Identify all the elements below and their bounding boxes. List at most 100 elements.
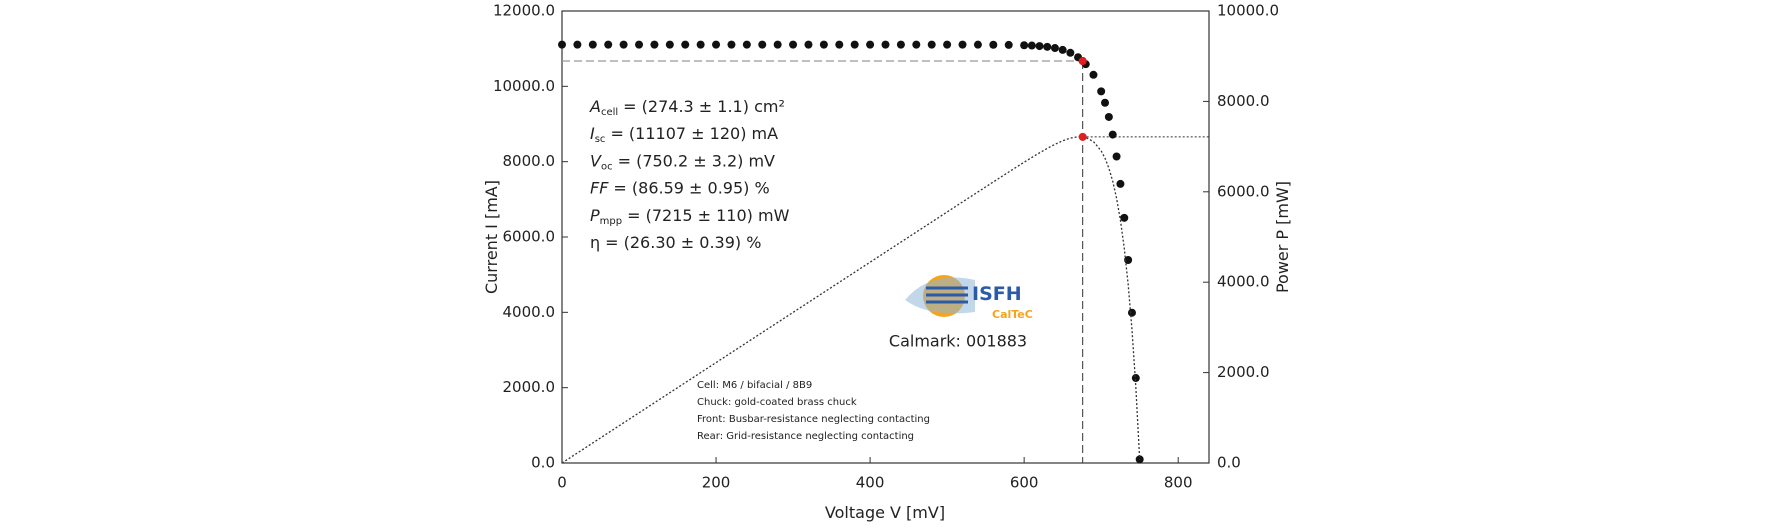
current-point xyxy=(835,40,844,49)
parameter-subscript: sc xyxy=(595,134,606,145)
logo: ISFH CalTeC xyxy=(905,275,1033,321)
y2-tick-label: 2000.0 xyxy=(1217,363,1270,381)
current-point xyxy=(1035,42,1044,51)
parameter-value: = (86.59 ± 0.95) % xyxy=(613,178,769,197)
y2-tick-label: 0.0 xyxy=(1217,454,1241,472)
current-point xyxy=(1101,98,1110,107)
x-axis-label: Voltage V [mV] xyxy=(825,503,945,522)
current-point xyxy=(727,40,736,49)
x-tick-label: 600 xyxy=(1010,474,1039,492)
current-point xyxy=(1050,44,1059,53)
x-tick-label: 200 xyxy=(702,474,731,492)
parameter-value: = (11107 ± 120) mA xyxy=(610,124,778,143)
parameter-value: = (7215 ± 110) mW xyxy=(627,205,789,224)
parameter: Isc = (11107 ± 120) mA xyxy=(590,124,778,146)
current-point xyxy=(804,40,813,49)
current-point xyxy=(1058,45,1067,54)
y-tick-label: 2000.0 xyxy=(503,378,556,396)
power-line xyxy=(561,136,1141,464)
current-point xyxy=(896,40,905,49)
current-point xyxy=(1020,41,1029,50)
parameter-symbol: FF xyxy=(590,178,609,197)
current-point xyxy=(973,40,982,49)
y-tick-label: 8000.0 xyxy=(503,152,556,170)
current-point xyxy=(1004,40,1013,49)
y2-tick-label: 6000.0 xyxy=(1217,182,1270,200)
parameter-symbol: P xyxy=(590,205,600,224)
current-point xyxy=(1124,256,1133,265)
current-point xyxy=(912,40,921,49)
x-tick-label: 800 xyxy=(1164,474,1193,492)
y2-tick-label: 8000.0 xyxy=(1217,92,1270,110)
current-point xyxy=(1027,41,1036,50)
current-point xyxy=(696,40,705,49)
calmark: Calmark: 001883 xyxy=(889,332,1027,351)
parameter-value: = (750.2 ± 3.2) mV xyxy=(618,151,775,170)
parameter: η = (26.30 ± 0.39) % xyxy=(590,233,761,252)
note: Cell: M6 / bifacial / 8B9 xyxy=(697,380,812,391)
current-point xyxy=(943,40,952,49)
current-point xyxy=(1112,152,1121,161)
current-point xyxy=(850,40,859,49)
x-tick-label: 400 xyxy=(856,474,885,492)
current-point xyxy=(1127,308,1136,317)
parameter-symbol: η xyxy=(590,233,600,252)
current-point xyxy=(819,40,828,49)
current-point xyxy=(588,40,597,49)
parameter: Voc = (750.2 ± 3.2) mV xyxy=(590,151,775,173)
y2-tick-label: 10000.0 xyxy=(1217,2,1279,20)
y-tick-label: 12000.0 xyxy=(493,2,555,20)
current-point xyxy=(927,40,936,49)
current-point xyxy=(989,40,998,49)
current-point xyxy=(1108,130,1117,139)
parameter-value: = (26.30 ± 0.39) % xyxy=(605,233,761,252)
current-point xyxy=(681,40,690,49)
mpp-current-point xyxy=(1078,57,1087,66)
note: Chuck: gold-coated brass chuck xyxy=(697,397,857,408)
current-point xyxy=(958,40,967,49)
current-point xyxy=(1120,213,1129,222)
current-point xyxy=(1089,70,1098,79)
parameter-symbol: A xyxy=(589,97,601,116)
y-tick-label: 10000.0 xyxy=(493,77,555,95)
current-point xyxy=(665,40,674,49)
mpp-power-point xyxy=(1078,132,1087,141)
current-point xyxy=(1104,112,1113,121)
current-point xyxy=(1043,42,1052,51)
current-point xyxy=(758,40,767,49)
parameter-symbol: I xyxy=(590,124,595,143)
parameter-subscript: oc xyxy=(601,161,613,172)
current-point xyxy=(1116,179,1125,188)
parameter-subscript: mpp xyxy=(600,216,622,227)
y-tick-label: 6000.0 xyxy=(503,228,556,246)
y-axis-label: Current I [mA] xyxy=(482,180,501,294)
parameter-symbol: V xyxy=(590,151,602,170)
current-point xyxy=(1131,374,1140,383)
parameter-subscript: cell xyxy=(601,107,618,118)
parameter: Acell = (274.3 ± 1.1) cm² xyxy=(589,97,785,119)
parameter: Pmpp = (7215 ± 110) mW xyxy=(590,205,790,227)
logo-sub: CalTeC xyxy=(992,308,1033,321)
y2-axis-label: Power P [mW] xyxy=(1273,181,1292,293)
y-tick-label: 0.0 xyxy=(531,454,555,472)
current-point xyxy=(866,40,875,49)
x-tick-label: 0 xyxy=(557,474,567,492)
current-point xyxy=(712,40,721,49)
current-point xyxy=(1066,48,1075,57)
current-point xyxy=(789,40,798,49)
current-point xyxy=(573,40,582,49)
current-point xyxy=(773,40,782,49)
y-tick-label: 4000.0 xyxy=(503,303,556,321)
parameter-value: = (274.3 ± 1.1) cm² xyxy=(623,97,785,116)
current-point xyxy=(1097,87,1106,96)
current-point xyxy=(558,40,566,49)
y2-tick-label: 4000.0 xyxy=(1217,273,1270,291)
current-point xyxy=(742,40,751,49)
parameter: FF = (86.59 ± 0.95) % xyxy=(590,178,770,197)
current-point xyxy=(619,40,628,49)
current-point xyxy=(635,40,644,49)
current-point xyxy=(650,40,659,49)
logo-name: ISFH xyxy=(972,283,1022,305)
